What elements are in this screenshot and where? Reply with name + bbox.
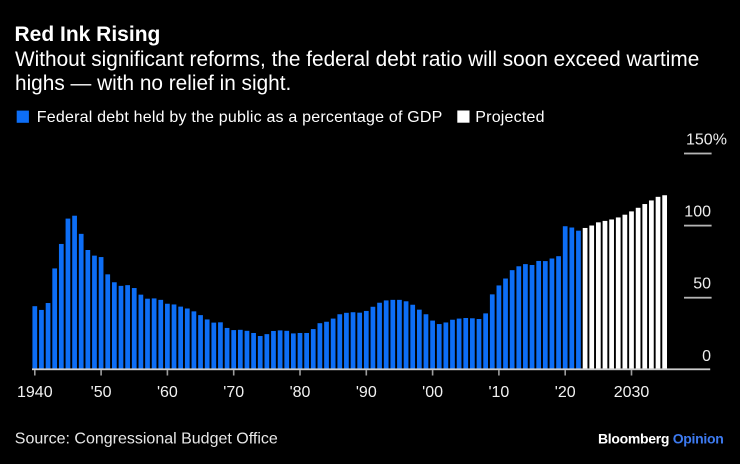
svg-text:Red Ink Rising: Red Ink Rising — [15, 23, 161, 46]
svg-text:'50: '50 — [91, 384, 112, 401]
svg-text:'90: '90 — [356, 384, 377, 401]
svg-text:'00: '00 — [422, 384, 443, 401]
svg-text:'20: '20 — [555, 384, 576, 401]
svg-text:50: 50 — [693, 276, 711, 293]
svg-text:Federal debt held by the publi: Federal debt held by the public as a per… — [37, 109, 443, 126]
svg-text:0: 0 — [702, 348, 711, 365]
svg-text:150%: 150% — [686, 132, 727, 149]
svg-text:Bloomberg Opinion: Bloomberg Opinion — [598, 431, 724, 447]
svg-text:'70: '70 — [223, 384, 244, 401]
svg-text:1940: 1940 — [17, 384, 53, 401]
svg-text:'10: '10 — [488, 384, 509, 401]
svg-text:Projected: Projected — [475, 109, 544, 126]
svg-text:'80: '80 — [290, 384, 311, 401]
svg-text:highs — with no relief in sigh: highs — with no relief in sight. — [15, 72, 291, 95]
svg-text:'60: '60 — [157, 384, 178, 401]
svg-text:Without significant reforms, t: Without significant reforms, the federal… — [15, 48, 699, 71]
svg-text:100: 100 — [684, 204, 711, 221]
svg-text:Source: Congressional Budget O: Source: Congressional Budget Office — [15, 431, 278, 448]
svg-text:2030: 2030 — [614, 384, 650, 401]
